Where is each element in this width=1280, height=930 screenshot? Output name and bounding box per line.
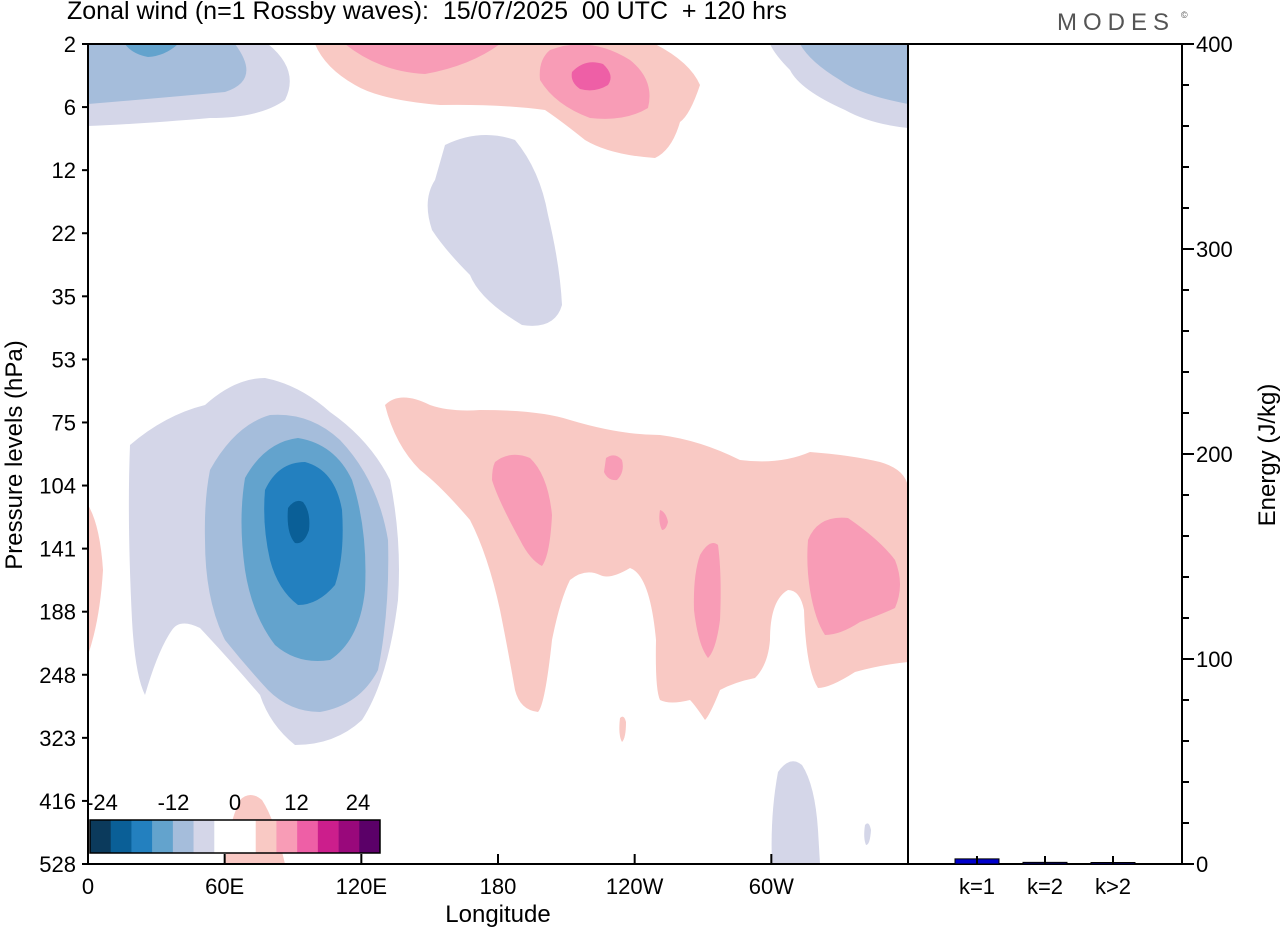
contour-pos-3-small-spot [619,716,626,742]
colorbar-swatch [255,820,277,853]
energy-tick-label: 200 [1196,442,1233,467]
contour-pos-12-top-mid-a [345,44,500,74]
y-tick-label: 35 [52,284,76,309]
colorbar-swatch [317,820,339,853]
energy-category-label: k>2 [1095,874,1131,899]
y-tick-label: 75 [52,410,76,435]
colorbar-tick-label: 12 [284,790,308,815]
y-tick-label: 2 [64,32,76,57]
colorbar-swatch [172,820,194,853]
colorbar-swatch [193,820,215,853]
chart-title: Zonal wind (n=1 Rossby waves): 15/07/202… [67,0,787,25]
colorbar-swatch [110,820,132,853]
colorbar-tick-label: 24 [346,790,370,815]
colorbar-swatch [214,820,236,853]
energy-axis: 0 100 200 300 400 [1182,32,1233,877]
brand-registered-mark: © [1181,10,1188,20]
y-axis-title: Pressure levels (hPa) [1,340,28,569]
contour-neg-3-bottom-right [771,761,820,864]
energy-axis-title: Energy (J/kg) [1254,384,1280,527]
y-tick-label: 104 [39,474,76,499]
colorbar-labels: -24 -12 0 12 24 [86,790,370,815]
y-tick-label: 12 [52,158,76,183]
x-tick-label: 60E [205,874,244,899]
x-axis: 0 60E 120E 180 120W 60W [82,854,794,899]
energy-tick-label: 100 [1196,647,1233,672]
colorbar-swatch [235,820,257,853]
colorbar-swatch [90,820,112,853]
y-tick-label: 416 [39,789,76,814]
contour-pos-12-band-a [492,454,552,566]
colorbar-swatch [359,820,381,853]
colorbar-tick-label: -12 [158,790,190,815]
contour-neg-6-top-right [800,44,908,104]
energy-bars: k=1 k=2 k>2 [954,856,1136,899]
contour-pos-18-top-mid [571,62,611,91]
contour-pos-3-left-edge [88,505,103,655]
colorbar-tick-label: -24 [86,790,118,815]
contour-field [88,44,908,864]
contour-pos-12-band-d [693,542,721,658]
contour-pos-12-band-b [604,455,623,481]
colorbar-tick-label: 0 [229,790,241,815]
contour-neg-3-bottom-dot [864,823,871,845]
y-tick-label: 6 [64,95,76,120]
brand-logo: MODES [1057,9,1176,36]
y-tick-label: 53 [52,347,76,372]
y-tick-label: 188 [39,600,76,625]
x-tick-label: 180 [480,874,517,899]
x-tick-label: 120E [336,874,387,899]
colorbar-swatch [276,820,298,853]
energy-tick-label: 400 [1196,32,1233,57]
contour-pos-12-band-e [807,517,900,635]
colorbar-swatch [297,820,319,853]
energy-category-label: k=1 [959,874,995,899]
contour-neg-3-upper-mid [427,135,562,326]
colorbar [89,819,381,854]
y-tick-label: 141 [39,537,76,562]
colorbar-frame [89,819,381,854]
colorbar-swatch [152,820,174,853]
y-tick-label: 248 [39,663,76,688]
y-axis: 2 6 12 22 35 53 75 104 141 188 248 323 416 528 [39,32,88,877]
y-tick-label: 323 [39,726,76,751]
x-tick-label: 60W [749,874,794,899]
contour-pos-12-band-c [659,510,668,530]
energy-tick-label: 0 [1196,852,1208,877]
contour-neg-24-main [287,500,310,544]
y-tick-label: 528 [39,852,76,877]
x-axis-title: Longitude [445,901,550,928]
x-tick-label: 120W [606,874,664,899]
colorbar-swatch [338,820,360,853]
x-tick-label: 0 [82,874,94,899]
colorbar-swatch [131,820,153,853]
energy-category-label: k=2 [1027,874,1063,899]
contour-neg-12-top-left [125,44,178,57]
energy-tick-label: 300 [1196,237,1233,262]
y-tick-label: 22 [52,221,76,246]
contour-neg-6-top-left [88,44,247,104]
